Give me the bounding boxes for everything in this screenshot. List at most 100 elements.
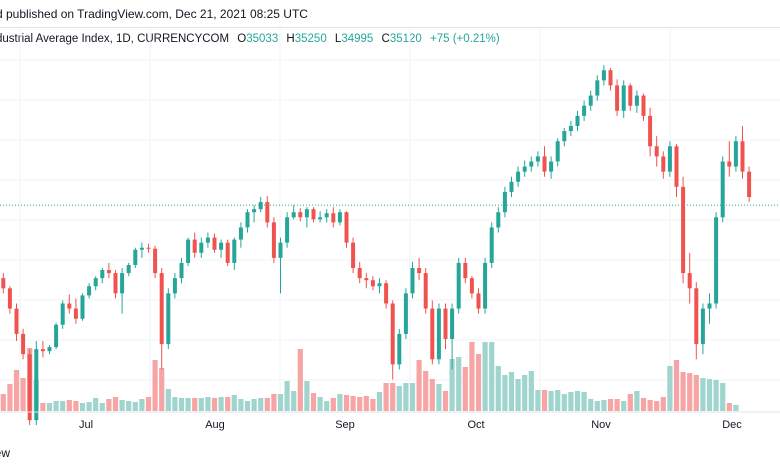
candle[interactable] [535,151,540,167]
candle[interactable] [311,207,316,223]
candle[interactable] [318,211,323,223]
candle[interactable] [733,136,738,172]
candle[interactable] [694,282,699,360]
candle[interactable] [502,186,507,218]
candle[interactable] [588,90,593,111]
candle[interactable] [509,176,514,197]
candle[interactable] [707,293,712,324]
candle[interactable] [621,80,626,118]
candle[interactable] [516,166,521,187]
candle[interactable] [555,138,560,167]
candle[interactable] [159,268,164,370]
candle[interactable] [54,322,59,350]
candle[interactable] [205,232,210,248]
candle[interactable] [667,141,672,177]
candle[interactable] [747,166,752,203]
candle[interactable] [304,207,309,228]
candle[interactable] [285,212,290,248]
candle[interactable] [14,303,19,342]
candle[interactable] [27,349,32,426]
candle[interactable] [73,298,78,324]
candle[interactable] [390,300,395,380]
candle[interactable] [245,209,250,233]
candle[interactable] [225,239,230,266]
candle[interactable] [410,261,415,299]
candle[interactable] [423,268,428,314]
candle[interactable] [100,268,105,284]
candle[interactable] [139,242,144,258]
candle[interactable] [674,144,679,197]
candle[interactable] [120,268,125,314]
candle[interactable] [443,303,448,350]
candle[interactable] [212,233,217,253]
candle[interactable] [199,237,204,258]
candle[interactable] [133,247,138,268]
candle[interactable] [252,205,257,223]
candle[interactable] [542,146,547,177]
candle[interactable] [172,273,177,299]
candle[interactable] [582,100,587,121]
candle[interactable] [7,286,12,314]
candle[interactable] [146,243,151,253]
candle[interactable] [476,288,481,314]
candle[interactable] [291,205,296,220]
candle[interactable] [397,328,402,370]
candle[interactable] [681,176,686,284]
candle[interactable] [192,232,197,258]
candle[interactable] [529,156,534,172]
candle[interactable] [47,345,52,355]
candle[interactable] [377,278,382,294]
candle[interactable] [106,262,111,279]
candle[interactable] [153,245,158,279]
candle[interactable] [113,270,118,299]
candle[interactable] [654,136,659,167]
candle[interactable] [430,300,435,365]
candle[interactable] [628,83,633,111]
candle[interactable] [549,156,554,179]
candle[interactable] [1,273,6,294]
candle[interactable] [337,209,342,226]
candle[interactable] [727,141,732,177]
candle[interactable] [370,276,375,291]
candle[interactable] [357,261,362,284]
candle[interactable] [87,283,92,299]
candle[interactable] [568,120,573,137]
candle[interactable] [496,207,501,233]
candle[interactable] [126,262,131,277]
candle[interactable] [403,288,408,339]
candle[interactable] [562,128,567,147]
candle[interactable] [714,212,719,309]
candle[interactable] [417,257,422,281]
candle[interactable] [258,197,263,213]
candle[interactable] [483,257,488,314]
candle[interactable] [463,257,468,284]
candle[interactable] [720,156,725,223]
candle[interactable] [489,222,494,268]
candle[interactable] [575,110,580,132]
candle[interactable] [324,209,329,223]
candle[interactable] [634,90,639,113]
candle[interactable] [34,341,39,426]
candle[interactable] [687,252,692,304]
candle[interactable] [648,107,653,157]
candle[interactable] [21,328,26,360]
candle[interactable] [601,65,606,86]
candle[interactable] [179,257,184,284]
candle[interactable] [186,237,191,266]
candle[interactable] [40,341,45,358]
candle[interactable] [615,79,620,116]
candle[interactable] [67,294,72,314]
candle[interactable] [522,160,527,177]
candle[interactable] [232,237,237,271]
candle[interactable] [219,239,224,258]
candle[interactable] [595,75,600,101]
candle[interactable] [661,151,666,179]
candle[interactable] [331,207,336,228]
candle[interactable] [450,303,455,370]
candle[interactable] [344,211,349,248]
candle[interactable] [265,195,270,228]
candle[interactable] [436,303,441,365]
candle[interactable] [238,222,243,248]
candle[interactable] [298,208,303,222]
